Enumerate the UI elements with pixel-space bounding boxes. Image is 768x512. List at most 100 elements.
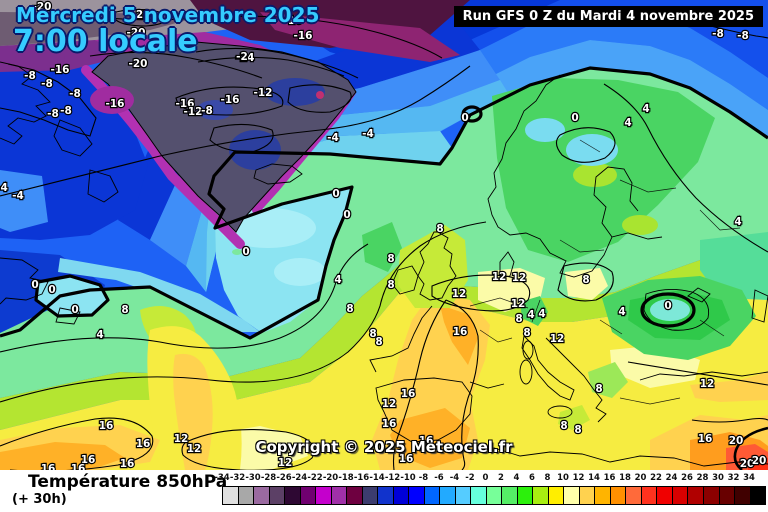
- contour-label: -12: [184, 106, 203, 118]
- contour-label: -16: [221, 94, 240, 106]
- scale-color-cell: [424, 486, 441, 505]
- contour-label: 0: [571, 112, 578, 124]
- contour-label: 12: [700, 378, 715, 390]
- legend-bar: Température 850hPa (+ 30h) -34 -32 -30 -28-…: [0, 470, 768, 512]
- scale-color-cell: [440, 486, 456, 505]
- scale-color-cell: [316, 486, 332, 505]
- contour-label: -16: [51, 64, 70, 76]
- contour-label: 16: [399, 453, 414, 465]
- contour-label: 12: [187, 443, 202, 455]
- contour-label: 8: [121, 304, 128, 316]
- contour-label: 4: [96, 329, 103, 341]
- scale-color-cell: [471, 486, 487, 505]
- scale-color-cell: [750, 486, 767, 505]
- contour-label: 8: [346, 303, 353, 315]
- contour-label: -8: [712, 28, 724, 40]
- forecast-time-label: 7:00 locale: [13, 24, 198, 59]
- forecast-step-label: (+ 30h): [12, 492, 67, 507]
- scale-tick: 2: [498, 473, 504, 483]
- contour-label: 16: [81, 454, 96, 466]
- scale-color-cell: [610, 486, 627, 505]
- contour-label: 12: [550, 333, 565, 345]
- scale-tick: 12: [572, 473, 585, 483]
- scale-tick: -2: [465, 473, 475, 483]
- scale-tick: 22: [650, 473, 662, 483]
- scale-color-cell: [269, 486, 286, 505]
- scale-tick: -18: [338, 473, 354, 483]
- contour-label: 12: [382, 398, 397, 410]
- contour-label: 16: [71, 463, 86, 470]
- contour-label: -8: [60, 105, 72, 117]
- isotherm-zero-line: [0, 66, 768, 472]
- scale-tick: -10: [400, 473, 416, 483]
- contour-label: -8: [201, 105, 213, 117]
- scale-tick: -6: [434, 473, 444, 483]
- scale-tick: -16: [353, 473, 370, 483]
- scale-tick: -32: [229, 473, 246, 483]
- contour-label: 4: [734, 216, 741, 228]
- contour-label: -8: [69, 88, 81, 100]
- scale-color-cell: [409, 486, 425, 505]
- contour-label: -4: [327, 132, 339, 144]
- contour-label: 8: [595, 383, 602, 395]
- contour-label: 4: [527, 309, 534, 321]
- scale-tick: 20: [634, 473, 647, 483]
- contour-label: 8: [560, 420, 567, 432]
- scale-tick: 14: [588, 473, 600, 483]
- contour-label: 16: [41, 463, 56, 470]
- scale-tick: -26: [276, 473, 292, 483]
- scale-tick: -14: [369, 473, 385, 483]
- scale-color-cell: [517, 486, 534, 505]
- contour-label: 16: [120, 458, 135, 470]
- scale-color-cell: [595, 486, 611, 505]
- contour-label: 16: [401, 388, 416, 400]
- contour-label: -2: [236, 51, 248, 63]
- scale-color-cell: [657, 486, 673, 505]
- contour-label: 4: [618, 306, 625, 318]
- scale-tick-labels: -34 -32 -30 -28 -26 -24 -22 -20 -18 -16 -14 -12 -10-…: [214, 473, 767, 485]
- contour-label: 20: [740, 458, 755, 470]
- scale-tick: -30: [245, 473, 261, 483]
- scale-color-cell: [533, 486, 549, 505]
- scale-color-cell: [393, 486, 410, 505]
- temperature-color-scale: -34 -32 -30 -28 -26 -24 -22 -20 -18 -16 -14 -12 -10-…: [214, 473, 767, 511]
- contour-label: 0: [31, 279, 38, 291]
- contour-label: 20: [729, 435, 744, 447]
- scale-tick: -22: [307, 473, 323, 483]
- contour-label: -16: [284, 15, 303, 27]
- contour-label: 8: [375, 336, 382, 348]
- country-borders: [469, 139, 741, 405]
- contour-label: 8: [387, 253, 394, 265]
- model-run-info: Run GFS 0 Z du Mardi 4 novembre 2025: [453, 6, 763, 27]
- warm-field-layer: [0, 252, 768, 470]
- contour-label: 8: [515, 313, 522, 325]
- copyright-watermark: Copyright © 2025 Meteociel.fr: [255, 438, 513, 456]
- contour-label: 12: [278, 457, 293, 469]
- temperature-map-svg: -20-28-20-16-16-24-2-20-16-8-8-8-16-8-8-…: [0, 0, 768, 476]
- scale-color-cell: [641, 486, 658, 505]
- contour-label: -8: [41, 78, 53, 90]
- contour-label: -16: [294, 30, 313, 42]
- scale-color-cell: [719, 486, 736, 505]
- scale-tick: 34: [743, 473, 755, 483]
- contour-label: 0: [242, 246, 249, 258]
- contour-label: -8: [47, 108, 59, 120]
- contour-label: -20: [127, 27, 146, 39]
- contour-label: 16: [382, 418, 397, 430]
- contour-label: -20: [129, 58, 148, 70]
- scale-color-cell: [703, 486, 720, 505]
- scale-tick: -8: [418, 473, 429, 483]
- scale-color-cell: [579, 486, 596, 505]
- scale-tick: -4: [449, 473, 460, 483]
- scale-tick: 10: [557, 473, 569, 483]
- contour-label: 12: [492, 271, 507, 283]
- contour-label: -16: [106, 98, 125, 110]
- scale-color-cell: [626, 486, 642, 505]
- scale-tick: -34: [214, 473, 230, 483]
- scale-tick: 8: [544, 473, 551, 483]
- contour-label: 8: [436, 223, 443, 235]
- contour-label: 0: [332, 188, 339, 200]
- contour-label: 12: [512, 272, 527, 284]
- scale-color-cell: [222, 486, 239, 505]
